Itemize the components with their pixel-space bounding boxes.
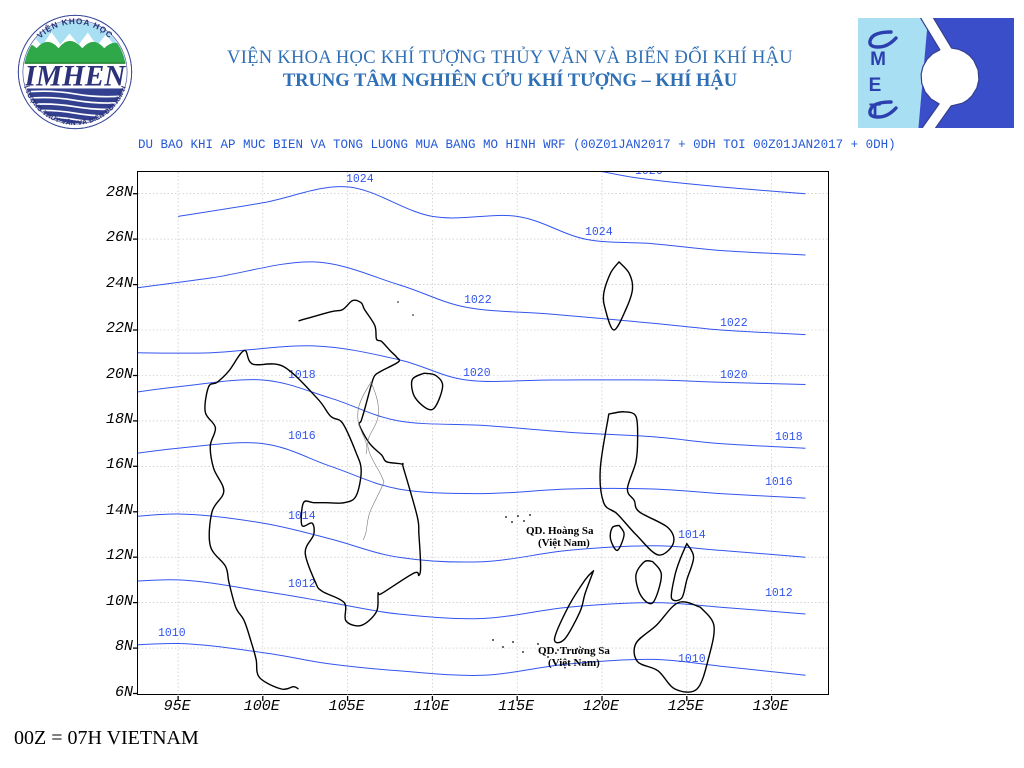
svg-text:E: E — [869, 75, 882, 96]
svg-text:M: M — [870, 49, 886, 70]
svg-text:IMHEN: IMHEN — [24, 61, 127, 93]
